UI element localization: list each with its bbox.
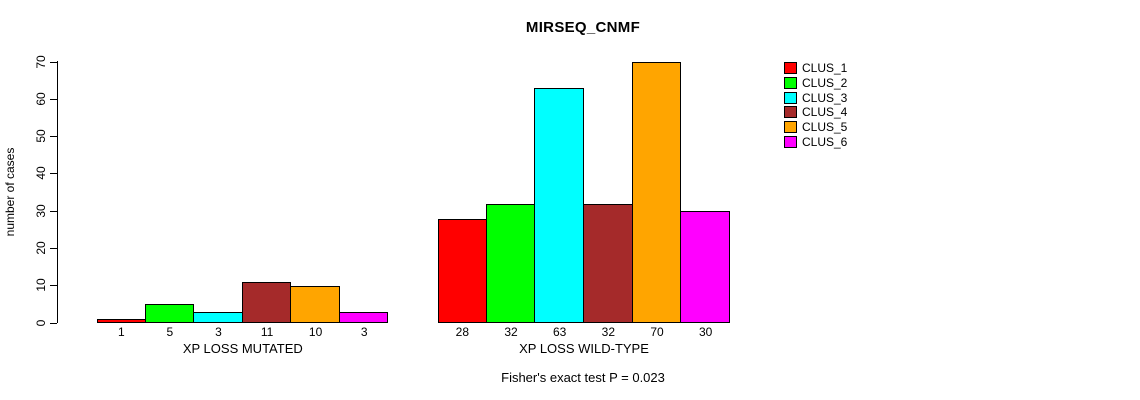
- y-tick-label-70: 70: [34, 54, 48, 69]
- bar-value-label-xp-loss-wild-type-clus-2: 32: [504, 325, 518, 339]
- legend-label-clus-4: CLUS_4: [802, 105, 848, 120]
- bar-value-label-xp-loss-wild-type-clus-3: 63: [552, 325, 567, 339]
- bar-xp-loss-wild-type-clus-5: [631, 61, 682, 323]
- bar-value-label-xp-loss-wild-type-clus-1: 28: [455, 325, 470, 339]
- legend-item-clus-6: CLUS_6: [784, 134, 847, 149]
- y-tick-mark-30: [50, 210, 57, 212]
- y-tick-label-20: 20: [34, 241, 48, 255]
- y-axis-line: [57, 61, 58, 323]
- legend-swatch-clus-4: [784, 106, 797, 119]
- bar-value-label-xp-loss-mutated-clus-1: 1: [117, 325, 125, 339]
- bar-value-label-xp-loss-mutated-clus-3: 3: [215, 325, 222, 339]
- bar-xp-loss-mutated-clus-2: [144, 303, 195, 323]
- bar-xp-loss-wild-type-clus-4: [583, 203, 633, 323]
- bar-xp-loss-mutated-clus-3: [193, 311, 243, 323]
- y-tick-mark-10: [50, 285, 57, 287]
- bar-value-label-xp-loss-mutated-clus-2: 5: [166, 325, 174, 339]
- y-tick-mark-60: [50, 98, 57, 100]
- bar-value-label-xp-loss-wild-type-clus-6: 30: [698, 325, 713, 339]
- bar-xp-loss-wild-type-clus-6: [680, 210, 730, 323]
- bar-xp-loss-mutated-clus-5: [290, 285, 340, 323]
- y-tick-label-50: 50: [34, 129, 48, 143]
- y-tick-label-0: 0: [34, 319, 48, 326]
- legend-label-clus-3: CLUS_3: [802, 90, 848, 105]
- legend-item-clus-2: CLUS_2: [784, 76, 847, 91]
- bar-value-label-xp-loss-mutated-clus-4: 11: [260, 325, 274, 339]
- bar-xp-loss-mutated-clus-4: [241, 281, 292, 323]
- y-tick-mark-20: [50, 247, 57, 249]
- bar-value-label-xp-loss-wild-type-clus-4: 32: [601, 325, 616, 339]
- bar-xp-loss-mutated-clus-6: [338, 311, 389, 323]
- y-tick-mark-0: [50, 322, 57, 324]
- y-tick-label-10: 10: [34, 278, 48, 292]
- bar-xp-loss-mutated-clus-1: [97, 318, 146, 323]
- legend-swatch-clus-2: [784, 76, 797, 89]
- bar-xp-loss-wild-type-clus-2: [485, 203, 536, 323]
- bar-value-label-xp-loss-mutated-clus-6: 3: [360, 325, 368, 339]
- y-tick-mark-40: [50, 173, 57, 175]
- y-tick-label-60: 60: [34, 92, 48, 106]
- legend-item-clus-1: CLUS_1: [784, 61, 847, 76]
- legend-label-clus-2: CLUS_2: [802, 75, 848, 90]
- legend-item-clus-5: CLUS_5: [784, 120, 847, 135]
- legend-swatch-clus-5: [784, 120, 797, 133]
- group-label-xp-loss-mutated: XP LOSS MUTATED: [182, 341, 303, 356]
- bar-xp-loss-wild-type-clus-3: [534, 87, 584, 323]
- legend: CLUS_1 CLUS_2 CLUS_3 CLUS_4 CLUS_5 CLUS_6: [784, 61, 847, 149]
- group-label-xp-loss-wild-type: XP LOSS WILD-TYPE: [519, 341, 649, 356]
- legend-label-clus-6: CLUS_6: [802, 134, 848, 149]
- legend-item-clus-3: CLUS_3: [784, 90, 847, 105]
- y-tick-label-30: 30: [34, 203, 48, 218]
- y-axis-title: number of cases: [3, 147, 17, 237]
- legend-item-clus-4: CLUS_4: [784, 105, 847, 120]
- legend-label-clus-1: CLUS_1: [802, 61, 848, 76]
- legend-swatch-clus-6: [784, 135, 797, 148]
- chart-title: MIRSEQ_CNMF: [525, 19, 641, 36]
- y-tick-label-40: 40: [34, 166, 48, 181]
- legend-swatch-clus-1: [784, 62, 797, 75]
- y-tick-mark-70: [50, 61, 57, 63]
- annotation-fisher-test: Fisher's exact test P = 0.023: [501, 370, 665, 385]
- bar-value-label-xp-loss-mutated-clus-5: 10: [308, 325, 323, 339]
- y-tick-mark-50: [50, 136, 57, 138]
- legend-swatch-clus-3: [784, 91, 797, 104]
- legend-label-clus-5: CLUS_5: [802, 119, 848, 134]
- bar-xp-loss-wild-type-clus-1: [438, 218, 487, 323]
- bar-value-label-xp-loss-wild-type-clus-5: 70: [650, 325, 664, 339]
